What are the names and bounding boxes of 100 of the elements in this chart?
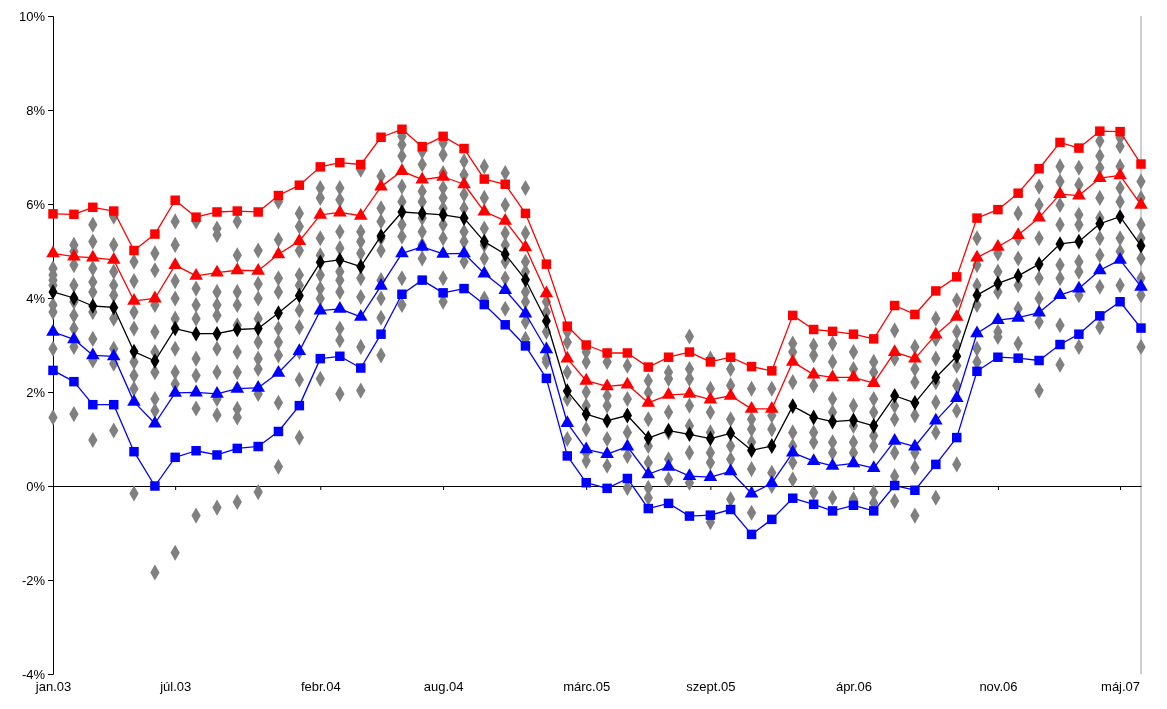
point	[292, 343, 307, 356]
point	[972, 366, 982, 377]
point	[889, 480, 900, 491]
point	[438, 288, 448, 298]
point	[787, 310, 798, 321]
point	[168, 385, 182, 397]
point	[767, 514, 777, 525]
point	[212, 450, 222, 460]
point	[1113, 167, 1127, 180]
point	[991, 312, 1005, 325]
point	[1053, 186, 1067, 199]
point	[970, 325, 984, 338]
point	[910, 485, 920, 495]
point	[1093, 170, 1107, 183]
point	[827, 326, 838, 337]
point	[251, 379, 265, 392]
point	[459, 143, 469, 154]
point	[273, 190, 284, 201]
point	[436, 168, 450, 181]
x-tick-label: jan.03	[34, 679, 72, 695]
point	[189, 268, 203, 280]
point	[46, 323, 60, 336]
point	[541, 373, 552, 384]
point	[887, 344, 902, 356]
point	[189, 384, 203, 397]
point	[765, 401, 779, 413]
point	[868, 334, 879, 344]
point	[562, 321, 573, 331]
point	[148, 290, 162, 303]
point	[889, 300, 900, 311]
point	[1115, 126, 1125, 137]
point	[518, 305, 533, 318]
point	[518, 239, 533, 252]
point	[808, 499, 819, 510]
point	[1074, 329, 1084, 339]
point	[806, 366, 821, 379]
point	[170, 195, 180, 205]
point	[952, 272, 962, 282]
point	[129, 446, 139, 457]
point	[127, 292, 141, 305]
point	[500, 320, 510, 330]
point	[67, 248, 81, 261]
point	[848, 500, 859, 511]
point	[825, 457, 840, 470]
point	[705, 510, 716, 520]
point	[682, 468, 697, 481]
point	[949, 308, 964, 321]
point	[1013, 188, 1023, 198]
point	[993, 204, 1003, 215]
point	[374, 277, 388, 290]
point	[827, 506, 838, 516]
point	[723, 463, 738, 476]
point	[723, 387, 738, 400]
point	[929, 326, 943, 339]
point	[457, 176, 471, 189]
point	[1011, 309, 1025, 322]
point	[746, 529, 757, 540]
point	[335, 157, 345, 168]
point	[931, 286, 941, 296]
point	[643, 503, 654, 514]
point	[1134, 278, 1148, 291]
point	[620, 438, 635, 451]
point	[641, 466, 656, 479]
point	[866, 375, 881, 387]
point	[129, 245, 139, 256]
point	[1115, 297, 1125, 307]
point	[602, 348, 612, 358]
point	[562, 451, 573, 461]
point	[622, 473, 633, 484]
point	[705, 357, 716, 367]
point	[703, 391, 718, 404]
point	[271, 364, 286, 377]
point	[991, 238, 1005, 251]
point	[581, 477, 591, 488]
point	[887, 433, 902, 445]
point	[602, 483, 612, 494]
point	[356, 363, 366, 373]
point	[395, 245, 409, 258]
point	[436, 245, 450, 258]
point	[684, 511, 695, 521]
point	[744, 485, 759, 498]
point	[1034, 164, 1044, 174]
y-tick-label: 0%	[26, 478, 46, 494]
point	[313, 206, 328, 219]
point	[560, 350, 575, 363]
point	[1013, 353, 1023, 363]
x-tick-label: máj.07	[1101, 679, 1141, 695]
point	[746, 361, 757, 372]
x-tick-label: júl.03	[159, 679, 192, 695]
x-tick-label: nov.06	[979, 679, 1018, 695]
point	[579, 441, 593, 454]
point	[46, 245, 60, 258]
point	[1136, 323, 1146, 333]
point	[353, 308, 368, 321]
point	[1055, 137, 1065, 148]
point	[438, 131, 448, 142]
point	[520, 208, 531, 219]
x-tick-label: márc.05	[563, 679, 611, 695]
point	[48, 209, 58, 219]
point	[1011, 227, 1025, 239]
